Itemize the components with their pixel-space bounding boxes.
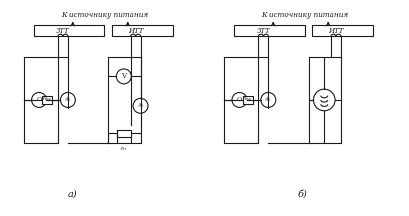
Text: Ω: Ω xyxy=(237,97,242,102)
Text: а): а) xyxy=(68,190,78,199)
Bar xyxy=(117,130,131,137)
Text: $r_{бцу}$: $r_{бцу}$ xyxy=(42,95,53,105)
Text: А₂: А₂ xyxy=(137,103,144,108)
Text: А₁: А₁ xyxy=(265,97,271,102)
Bar xyxy=(312,25,373,36)
Text: А₁: А₁ xyxy=(65,97,71,102)
Bar xyxy=(112,25,173,36)
Text: V: V xyxy=(121,72,126,80)
Bar xyxy=(243,96,253,104)
Text: ИТТ: ИТТ xyxy=(328,27,344,35)
Text: ЗТТ: ЗТТ xyxy=(256,27,270,35)
Text: К источнику питания: К источнику питания xyxy=(61,11,148,19)
Text: $r_н$: $r_н$ xyxy=(120,144,128,153)
Bar xyxy=(43,96,52,104)
Bar xyxy=(234,25,305,36)
Text: ИТТ: ИТТ xyxy=(128,27,143,35)
Text: Ω: Ω xyxy=(36,97,42,102)
Text: К источнику питания: К источнику питания xyxy=(261,11,348,19)
Text: ЗТТ: ЗТТ xyxy=(56,27,70,35)
Text: б): б) xyxy=(298,190,308,199)
Text: $r_{бцу}$: $r_{бцу}$ xyxy=(242,95,253,105)
Bar xyxy=(34,25,104,36)
